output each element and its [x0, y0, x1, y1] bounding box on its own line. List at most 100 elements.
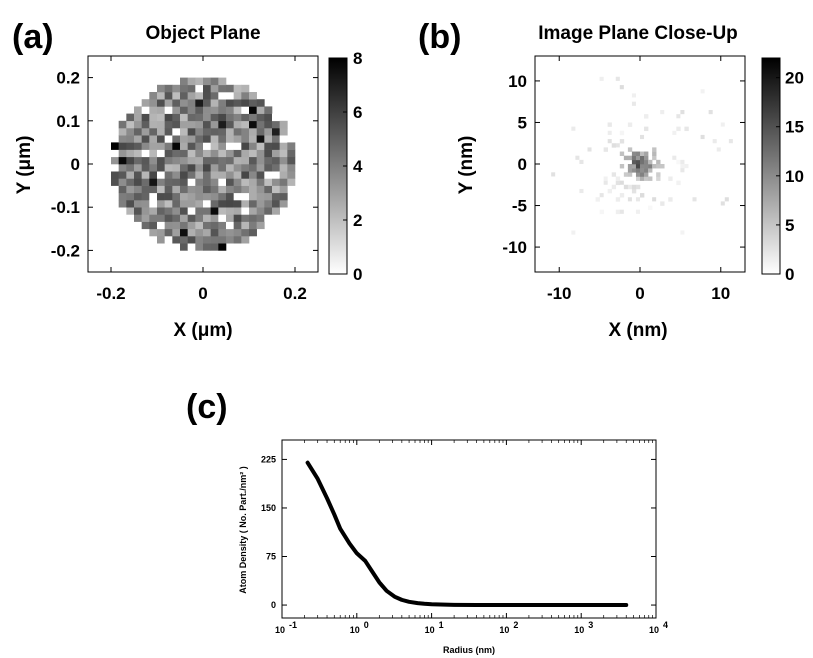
heatmap-pixel	[172, 192, 181, 201]
panel-a-ticks: -0.2 0 0.2 0.2 0.1 0 -0.1 -0.2	[51, 56, 318, 303]
y-tick-label: -5	[512, 197, 527, 216]
heatmap-pixel	[218, 156, 227, 165]
heatmap-pixel	[233, 171, 242, 179]
heatmap-pixel	[700, 89, 705, 94]
panel-b-xlabel: X (nm)	[608, 320, 667, 341]
heatmap-pixel	[218, 178, 227, 186]
heatmap-pixel	[180, 135, 188, 143]
heatmap-pixel	[157, 149, 165, 158]
heatmap-pixel	[648, 205, 653, 210]
heatmap-pixel	[652, 197, 657, 202]
heatmap-pixel	[607, 130, 612, 135]
heatmap-pixel	[187, 164, 196, 172]
heatmap-pixel	[684, 126, 689, 132]
heatmap-pixel	[249, 200, 257, 208]
heatmap-pixel	[256, 185, 265, 194]
heatmap-pixel	[226, 192, 234, 201]
heatmap-pixel	[180, 192, 188, 201]
heatmap-pixel	[656, 164, 661, 169]
panel-a-heatmap-pixels	[111, 77, 296, 251]
heatmap-pixel	[195, 92, 204, 100]
heatmap-pixel	[172, 236, 181, 244]
heatmap-pixel	[218, 207, 227, 215]
heatmap-pixel	[640, 172, 645, 177]
heatmap-pixel	[164, 164, 173, 172]
heatmap-pixel	[241, 156, 250, 165]
heatmap-pixel	[728, 139, 733, 144]
heatmap-pixel	[656, 159, 661, 165]
x-tick-exponent: 1	[439, 620, 444, 630]
heatmap-pixel	[118, 135, 127, 143]
x-tick-exponent: 3	[588, 620, 593, 630]
heatmap-pixel	[118, 120, 127, 129]
heatmap-pixel	[249, 192, 257, 201]
heatmap-pixel	[111, 178, 119, 186]
heatmap-pixel	[187, 106, 196, 114]
heatmap-pixel	[264, 149, 273, 158]
heatmap-pixel	[241, 142, 250, 150]
heatmap-pixel	[180, 185, 188, 194]
panel-c-ylabel: Atom Density ( No. Part./nm² )	[238, 466, 248, 594]
heatmap-pixel	[672, 155, 677, 160]
heatmap-pixel	[164, 120, 173, 129]
y-tick-label: 0	[271, 600, 276, 610]
heatmap-pixel	[648, 159, 653, 165]
heatmap-pixel	[627, 122, 633, 127]
heatmap-pixel	[233, 156, 242, 165]
heatmap-pixel	[172, 135, 181, 143]
heatmap-pixel	[627, 168, 633, 173]
panel-b: (b) Image Plane Close-Up -10 0 101050-5-10…	[418, 18, 804, 341]
heatmap-pixel	[241, 128, 250, 136]
heatmap-pixel	[203, 113, 211, 122]
heatmap-pixel	[631, 155, 637, 161]
y-tick-label: 150	[261, 503, 276, 513]
heatmap-pixel	[149, 128, 158, 136]
heatmap-pixel	[180, 106, 188, 114]
heatmap-pixel	[218, 128, 227, 136]
heatmap-pixel	[233, 84, 242, 93]
heatmap-pixel	[635, 168, 641, 173]
heatmap-pixel	[149, 171, 158, 179]
heatmap-pixel	[149, 228, 158, 237]
heatmap-pixel	[599, 76, 604, 81]
heatmap-pixel	[627, 147, 633, 152]
y-tick-label: 0	[71, 155, 80, 174]
heatmap-pixel	[264, 200, 273, 208]
heatmap-pixel	[249, 171, 257, 179]
heatmap-pixel	[172, 214, 181, 222]
x-tick-exponent: 0	[364, 620, 369, 630]
heatmap-pixel	[157, 228, 165, 237]
heatmap-pixel	[619, 130, 625, 136]
heatmap-pixel	[164, 228, 173, 237]
heatmap-pixel	[241, 84, 250, 93]
heatmap-pixel	[187, 84, 196, 93]
heatmap-pixel	[180, 214, 188, 222]
heatmap-pixel	[279, 142, 288, 150]
heatmap-pixel	[187, 185, 196, 194]
heatmap-pixel	[180, 142, 188, 150]
heatmap-pixel	[187, 128, 196, 136]
heatmap-pixel	[551, 172, 556, 177]
heatmap-pixel	[587, 147, 592, 152]
heatmap-pixel	[218, 99, 227, 107]
heatmap-pixel	[218, 171, 227, 179]
heatmap-pixel	[249, 128, 257, 136]
heatmap-pixel	[287, 171, 296, 179]
heatmap-pixel	[164, 135, 173, 143]
heatmap-pixel	[157, 135, 165, 143]
heatmap-pixel	[149, 214, 158, 222]
heatmap-pixel	[241, 164, 250, 172]
heatmap-pixel	[226, 120, 234, 129]
heatmap-pixel	[712, 139, 717, 144]
heatmap-pixel	[279, 164, 288, 172]
heatmap-pixel	[195, 142, 204, 150]
heatmap-pixel	[164, 142, 173, 150]
heatmap-pixel	[684, 164, 689, 169]
colorbar-tick-label: 10	[785, 167, 804, 186]
heatmap-pixel	[648, 164, 653, 169]
heatmap-pixel	[249, 142, 257, 150]
heatmap-pixel	[203, 221, 211, 230]
heatmap-pixel	[134, 156, 142, 165]
heatmap-pixel	[210, 207, 219, 215]
heatmap-pixel	[126, 128, 135, 136]
